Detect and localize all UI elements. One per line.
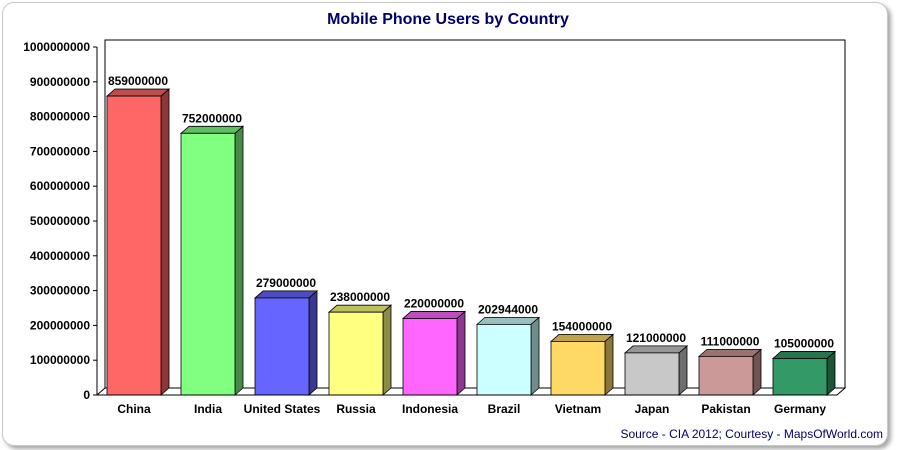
data-label: 154000000 xyxy=(552,319,612,333)
chart-title: Mobile Phone Users by Country xyxy=(327,11,569,28)
y-axis: 0 100000000 200000000 300000000 400000000 500… xyxy=(23,40,98,402)
bar-top xyxy=(623,345,689,354)
y-tick-label: 800000000 xyxy=(30,110,90,124)
bar-top xyxy=(771,351,837,359)
data-label: 105000000 xyxy=(774,336,834,350)
x-tick-label: India xyxy=(194,402,222,416)
y-tick-label: 700000000 xyxy=(30,144,90,158)
bar-side xyxy=(382,304,392,396)
bar-side xyxy=(530,316,540,396)
bar-japan: 121000000 xyxy=(623,331,689,396)
data-label: 279000000 xyxy=(256,276,316,290)
bar-side xyxy=(234,125,244,396)
bar-russia: 238000000 xyxy=(327,290,393,396)
bars: 859000000 752000000 279000000 238000000 2200… xyxy=(105,74,837,396)
bar-chart: Mobile Phone Users by Country 0 100000000… xyxy=(23,11,883,441)
data-label: 121000000 xyxy=(626,331,686,345)
y-tick-label: 500000000 xyxy=(30,214,90,228)
bar-pakistan: 111000000 xyxy=(697,334,763,396)
bar-front xyxy=(106,95,162,396)
bar-india: 752000000 xyxy=(179,111,245,396)
bar-top xyxy=(697,348,763,357)
x-axis: China India United States Russia Indonesia Br… xyxy=(97,394,837,416)
bar-united-states: 279000000 xyxy=(253,276,319,396)
bar-front xyxy=(772,358,828,396)
bar-side xyxy=(826,350,836,396)
data-label: 238000000 xyxy=(330,290,390,304)
bar-side xyxy=(456,310,466,396)
bar-top xyxy=(401,311,467,319)
bar-front xyxy=(402,318,458,396)
bar-front xyxy=(328,311,384,396)
y-tick-label: 400000000 xyxy=(30,249,90,263)
x-tick-label: Indonesia xyxy=(402,402,458,416)
bar-side xyxy=(308,290,318,396)
y-tick-label: 0 xyxy=(83,388,90,402)
bar-front xyxy=(698,355,754,396)
bar-top xyxy=(253,290,319,299)
data-label: 859000000 xyxy=(108,74,168,88)
x-tick-label: Germany xyxy=(774,402,826,416)
bar-china: 859000000 xyxy=(105,74,171,396)
bar-front xyxy=(254,297,310,396)
bar-brazil: 202944000 xyxy=(475,302,541,396)
x-tick-label: Japan xyxy=(635,402,670,416)
x-tick-label: Russia xyxy=(336,402,376,416)
data-label: 220000000 xyxy=(404,296,464,310)
bar-top xyxy=(549,334,615,342)
bar-front xyxy=(180,132,236,396)
bar-side xyxy=(160,88,170,396)
bar-top xyxy=(475,316,541,325)
y-tick-label: 100000000 xyxy=(30,353,90,367)
chart-card: Mobile Phone Users by Country 0 100000000… xyxy=(2,2,888,446)
y-tick-label: 900000000 xyxy=(30,75,90,89)
bar-indonesia: 220000000 xyxy=(401,296,467,396)
bar-top xyxy=(105,88,171,97)
data-label: 111000000 xyxy=(701,334,760,348)
bar-front xyxy=(624,352,680,396)
bar-top xyxy=(327,304,393,313)
x-tick-label: United States xyxy=(244,402,321,416)
x-tick-label: Vietnam xyxy=(555,402,601,416)
y-tick-label: 600000000 xyxy=(30,179,90,193)
bar-front xyxy=(476,323,532,396)
x-tick-label: Brazil xyxy=(488,402,521,416)
bar-side xyxy=(604,333,614,396)
source-note: Source - CIA 2012; Courtesy - MapsOfWorl… xyxy=(620,427,883,441)
bar-front xyxy=(550,341,606,396)
y-tick-label: 1000000000 xyxy=(23,40,90,54)
bar-side xyxy=(752,348,762,396)
bar-vietnam: 154000000 xyxy=(549,319,615,396)
y-tick-label: 300000000 xyxy=(30,284,90,298)
bar-germany: 105000000 xyxy=(771,336,837,396)
bar-top xyxy=(179,125,245,134)
y-tick-label: 200000000 xyxy=(30,318,90,332)
x-tick-label: China xyxy=(117,402,151,416)
x-tick-label: Pakistan xyxy=(701,402,750,416)
bar-side xyxy=(678,345,688,396)
data-label: 202944000 xyxy=(478,302,538,316)
data-label: 752000000 xyxy=(182,111,242,125)
